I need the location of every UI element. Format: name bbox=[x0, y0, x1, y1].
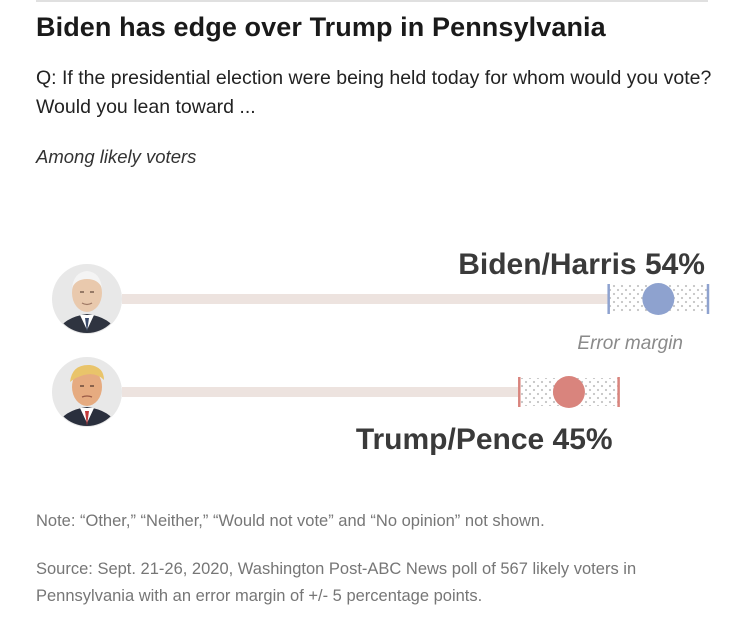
trump-pence-track bbox=[122, 387, 520, 397]
chart-source: Source: Sept. 21-26, 2020, Washington Po… bbox=[36, 560, 637, 605]
biden-harris-track bbox=[122, 294, 609, 304]
trump-pence-estimate-dot bbox=[552, 376, 585, 408]
trump-portrait-icon bbox=[52, 357, 122, 427]
top-divider bbox=[36, 0, 708, 2]
poll-question: Q: If the presidential election were bei… bbox=[36, 67, 712, 118]
biden-portrait-icon bbox=[52, 264, 122, 334]
chart-note: Note: “Other,” “Neither,” “Would not vot… bbox=[36, 512, 545, 530]
chart-title: Biden has edge over Trump in Pennsylvani… bbox=[36, 12, 606, 42]
poll-chart: Biden/Harris 54% Trump/Pence 45% Error mar… bbox=[52, 248, 710, 456]
trump-pence-value-label: Trump/Pence 45% bbox=[356, 423, 613, 456]
chart-subtitle: Among likely voters bbox=[36, 146, 197, 167]
error-margin-label: Error margin bbox=[577, 333, 683, 354]
biden-harris-value-label: Biden/Harris 54% bbox=[458, 248, 705, 281]
biden-harris-estimate-dot bbox=[642, 283, 675, 315]
